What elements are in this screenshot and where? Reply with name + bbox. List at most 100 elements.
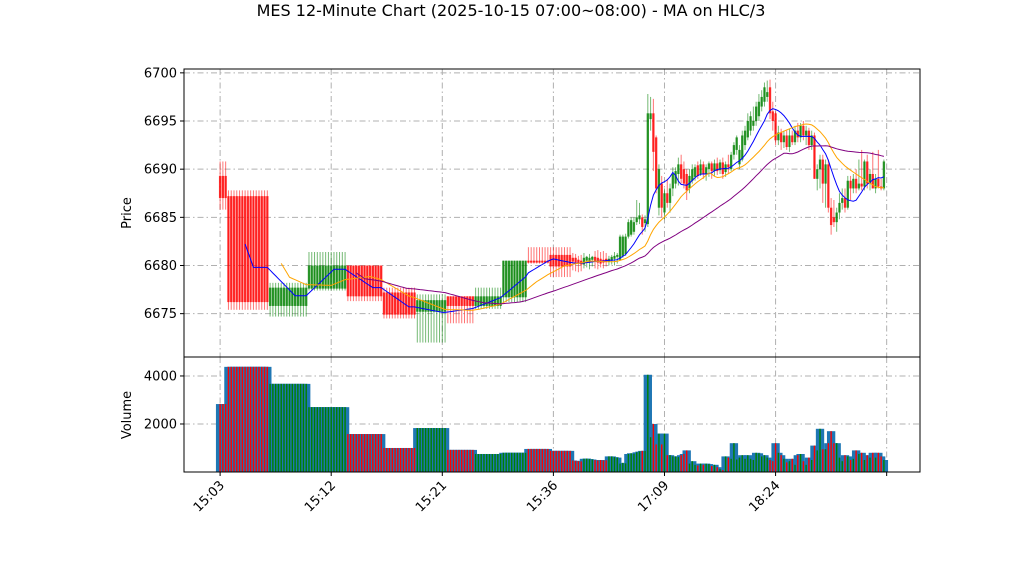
volume-direction-bar [416,428,418,472]
candle-body [841,198,844,203]
volume-direction-bar [319,407,321,472]
volume-direction-bar [447,449,449,472]
volume-direction-bar [274,383,277,472]
candle-body [282,287,286,306]
volume-direction-bar [355,434,357,472]
volume-direction-bar [294,383,296,472]
candle-body [807,130,811,146]
volume-direction-bar [461,449,463,472]
volume-direction-bar [413,447,416,472]
volume-direction-bar [583,458,585,472]
volume-direction-bar [588,459,591,472]
volume-direction-bar [255,366,257,472]
volume-direction-bar [630,453,632,472]
candle-body [799,125,802,138]
volume-direction-bar [694,464,696,472]
volume-direction-bar [738,457,741,472]
volume-direction-bar [852,458,855,472]
candle-body [235,196,238,303]
candle-body [763,87,766,102]
volume-direction-bar [441,428,443,472]
candle-body [535,260,538,263]
volume-direction-bar [841,461,843,472]
volume-direction-bar [436,428,438,472]
candle-body [652,113,655,152]
volume-axis-label: Volume [120,391,135,439]
candle-body [766,92,769,97]
volume-direction-bar [605,460,607,472]
volume-direction-bar [724,456,727,472]
candle-body [818,159,822,170]
candle-body [443,300,447,312]
candle-body [371,265,375,297]
volume-direction-bar [788,461,791,472]
volume-direction-bar [638,451,641,472]
volume-direction-bar [430,428,432,472]
candle-body [488,296,491,306]
candle-body [218,175,222,199]
volume-direction-bar [311,407,313,472]
volume-direction-bar [424,428,427,472]
volume-direction-bar [683,453,685,472]
volume-direction-bar [261,366,263,472]
candle-body [882,161,886,189]
candle-body [585,256,588,261]
volume-direction-bar [341,407,344,472]
volume-direction-bar [358,434,360,472]
volume-direction-bar [433,428,435,472]
volume-direction-bar [411,447,413,472]
volume-direction-bar [749,458,752,472]
candle-body [280,287,283,306]
candle-body [871,173,874,189]
volume-direction-bar [480,453,482,472]
volume-direction-bar [238,366,241,472]
volume-direction-bar [783,458,785,472]
volume-direction-bar [502,452,505,472]
volume-direction-bar [636,452,638,472]
candle-body [455,296,458,306]
volume-direction-bar [624,463,627,472]
candle-body [704,167,708,174]
volume-direction-bar [763,455,766,472]
candle-body [710,163,713,172]
candle-body [299,287,302,306]
price-tick-label: 6690 [144,163,177,178]
candle-body [327,265,330,289]
volume-direction-bar [627,453,630,472]
volume-direction-bar [591,459,593,472]
price-tick-label: 6680 [144,259,177,274]
price-tick-label: 6695 [144,115,177,130]
volume-direction-bar [491,453,493,472]
candle-body [785,135,788,148]
candle-body [499,296,502,306]
volume-direction-bar [869,457,871,472]
candle-body [616,254,619,257]
candle-body [696,165,699,176]
volume-direction-bar [230,366,232,472]
candle-body [816,169,819,179]
volume-direction-bar [799,453,802,472]
volume-direction-bar [752,459,755,472]
candle-body [463,296,466,306]
candle-body [702,164,705,174]
volume-direction-bar [863,459,866,472]
volume-direction-bar [522,452,524,472]
candle-body [243,196,247,303]
candle-body [268,287,272,306]
candle-body [385,292,388,315]
candle-body [877,178,880,187]
candle-body [677,164,680,174]
candle-body [524,260,527,298]
volume-direction-bar [505,452,507,472]
volume-direction-bar [716,467,718,472]
volume-direction-bar [577,461,580,472]
candle-body [441,300,444,312]
volume-direction-bar [519,452,521,472]
volume-direction-bar [774,443,777,472]
volume-direction-bar [530,448,532,472]
volume-direction-bar [808,457,810,472]
volume-direction-bar [399,447,402,472]
candle-body [449,296,452,306]
candle-body [368,265,372,297]
